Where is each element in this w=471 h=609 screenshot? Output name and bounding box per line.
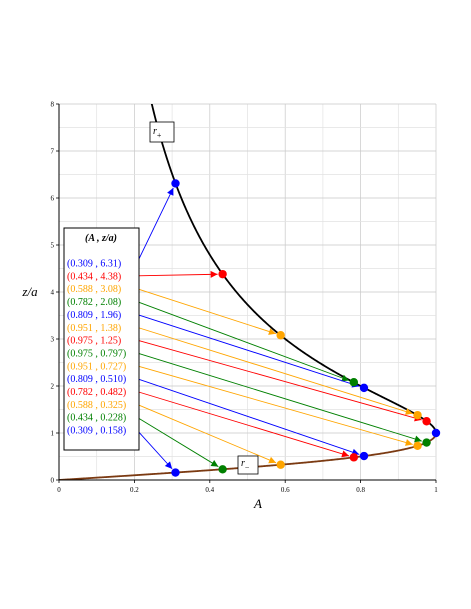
pointer-arrow [136,378,360,455]
arrow-head [341,374,350,382]
x-tick-label: 0 [57,486,61,494]
legend-entry: (0.975 , 1.25) [67,336,121,347]
pointer-arrow [136,288,277,335]
pointer-arrow [136,273,218,277]
data-point [422,417,431,426]
legend-entry: (0.309 , 6.31) [67,259,121,270]
x-tick-label: 0.4 [205,486,214,494]
turning-point [431,428,441,438]
data-point [359,383,369,393]
pointer-arrow [136,403,277,464]
legend-entry: (0.434 , 4.38) [67,271,121,282]
legend-entry: (0.951 , 0.727) [67,361,126,372]
pointer-arrow [136,313,360,387]
arrow-head [210,460,219,467]
pointer-arrow [136,339,422,421]
x-tick-label: 0.2 [130,486,139,494]
legend-box [63,227,140,451]
y-tick-label: 2 [51,383,55,391]
data-point [359,451,369,461]
data-point [349,378,359,387]
legend-entry: (0.782 , 0.482) [67,387,126,398]
pointer-arrow [136,326,413,415]
r-plus-label: r+ [153,126,162,140]
legend-entry: (0.588 , 3.08) [67,284,121,295]
legend-entry: (0.588 , 0.325) [67,400,126,411]
pointer-arrow [136,365,413,445]
legend-entry: (0.434 , 0.228) [67,413,126,424]
data-point [171,179,180,188]
x-tick-label: 1 [434,486,438,494]
legend-entry: (0.809 , 0.510) [67,374,126,385]
arrow-head [268,456,277,464]
arrow-head [405,439,413,446]
x-tick-label: 0.6 [281,486,290,494]
r-minus-label: r− [241,458,250,472]
arrow-head [268,328,276,335]
arrows [136,187,422,470]
y-tick-label: 1 [51,430,55,438]
y-tick-label: 6 [51,195,55,203]
tick-labels: 0 0.2 0.4 0.6 0.8 1 0 1 2 3 4 5 6 7 8 [51,101,439,495]
pointer-arrow [136,301,350,381]
y-tick-label: 7 [51,148,55,156]
arrow-head [210,270,218,278]
pointer-arrow [136,352,422,442]
y-tick-label: 8 [51,101,55,109]
arrow-head [414,435,422,443]
arrow-head [405,408,413,415]
x-tick-label: 0.8 [356,486,365,494]
r-plus-label-box [149,121,175,143]
data-point [413,441,422,451]
y-tick-label: 3 [51,336,55,344]
data-point [171,468,180,477]
y-tick-label: 4 [51,289,55,297]
legend-entry: (0.309 , 0.158) [67,426,126,437]
legend-entry: (0.951 , 1.38) [67,323,121,334]
data-point [218,269,227,279]
points [171,179,441,477]
y-axis-label: z/a [21,284,38,299]
pointer-arrow [136,391,350,457]
data-point [349,453,359,462]
legend-title: (A , z/a) [85,233,117,244]
arrow-head [167,187,174,196]
legend-entry: (0.975 , 0.797) [67,348,126,359]
legend-entry: (0.782 , 2.08) [67,297,121,308]
data-point [422,438,431,447]
data-point [276,460,285,469]
pointer-arrow [136,429,173,470]
data-point [276,331,285,340]
curve-labels: r+ r− [149,121,259,475]
y-tick-label: 5 [51,242,55,250]
legend: (A , z/a) (0.309 , 6.31)(0.434 , 4.38) (0… [63,227,140,451]
r-minus-label-box [237,455,259,475]
y-tick-label: 0 [51,477,55,485]
x-axis-label: A [253,496,262,511]
pointer-arrow [136,187,174,264]
arrow-head [341,450,350,458]
data-point [413,410,422,420]
arrow-head [164,461,173,469]
data-point [218,465,227,474]
legend-entry: (0.809 , 1.96) [67,310,121,321]
pointer-arrow [136,416,219,468]
